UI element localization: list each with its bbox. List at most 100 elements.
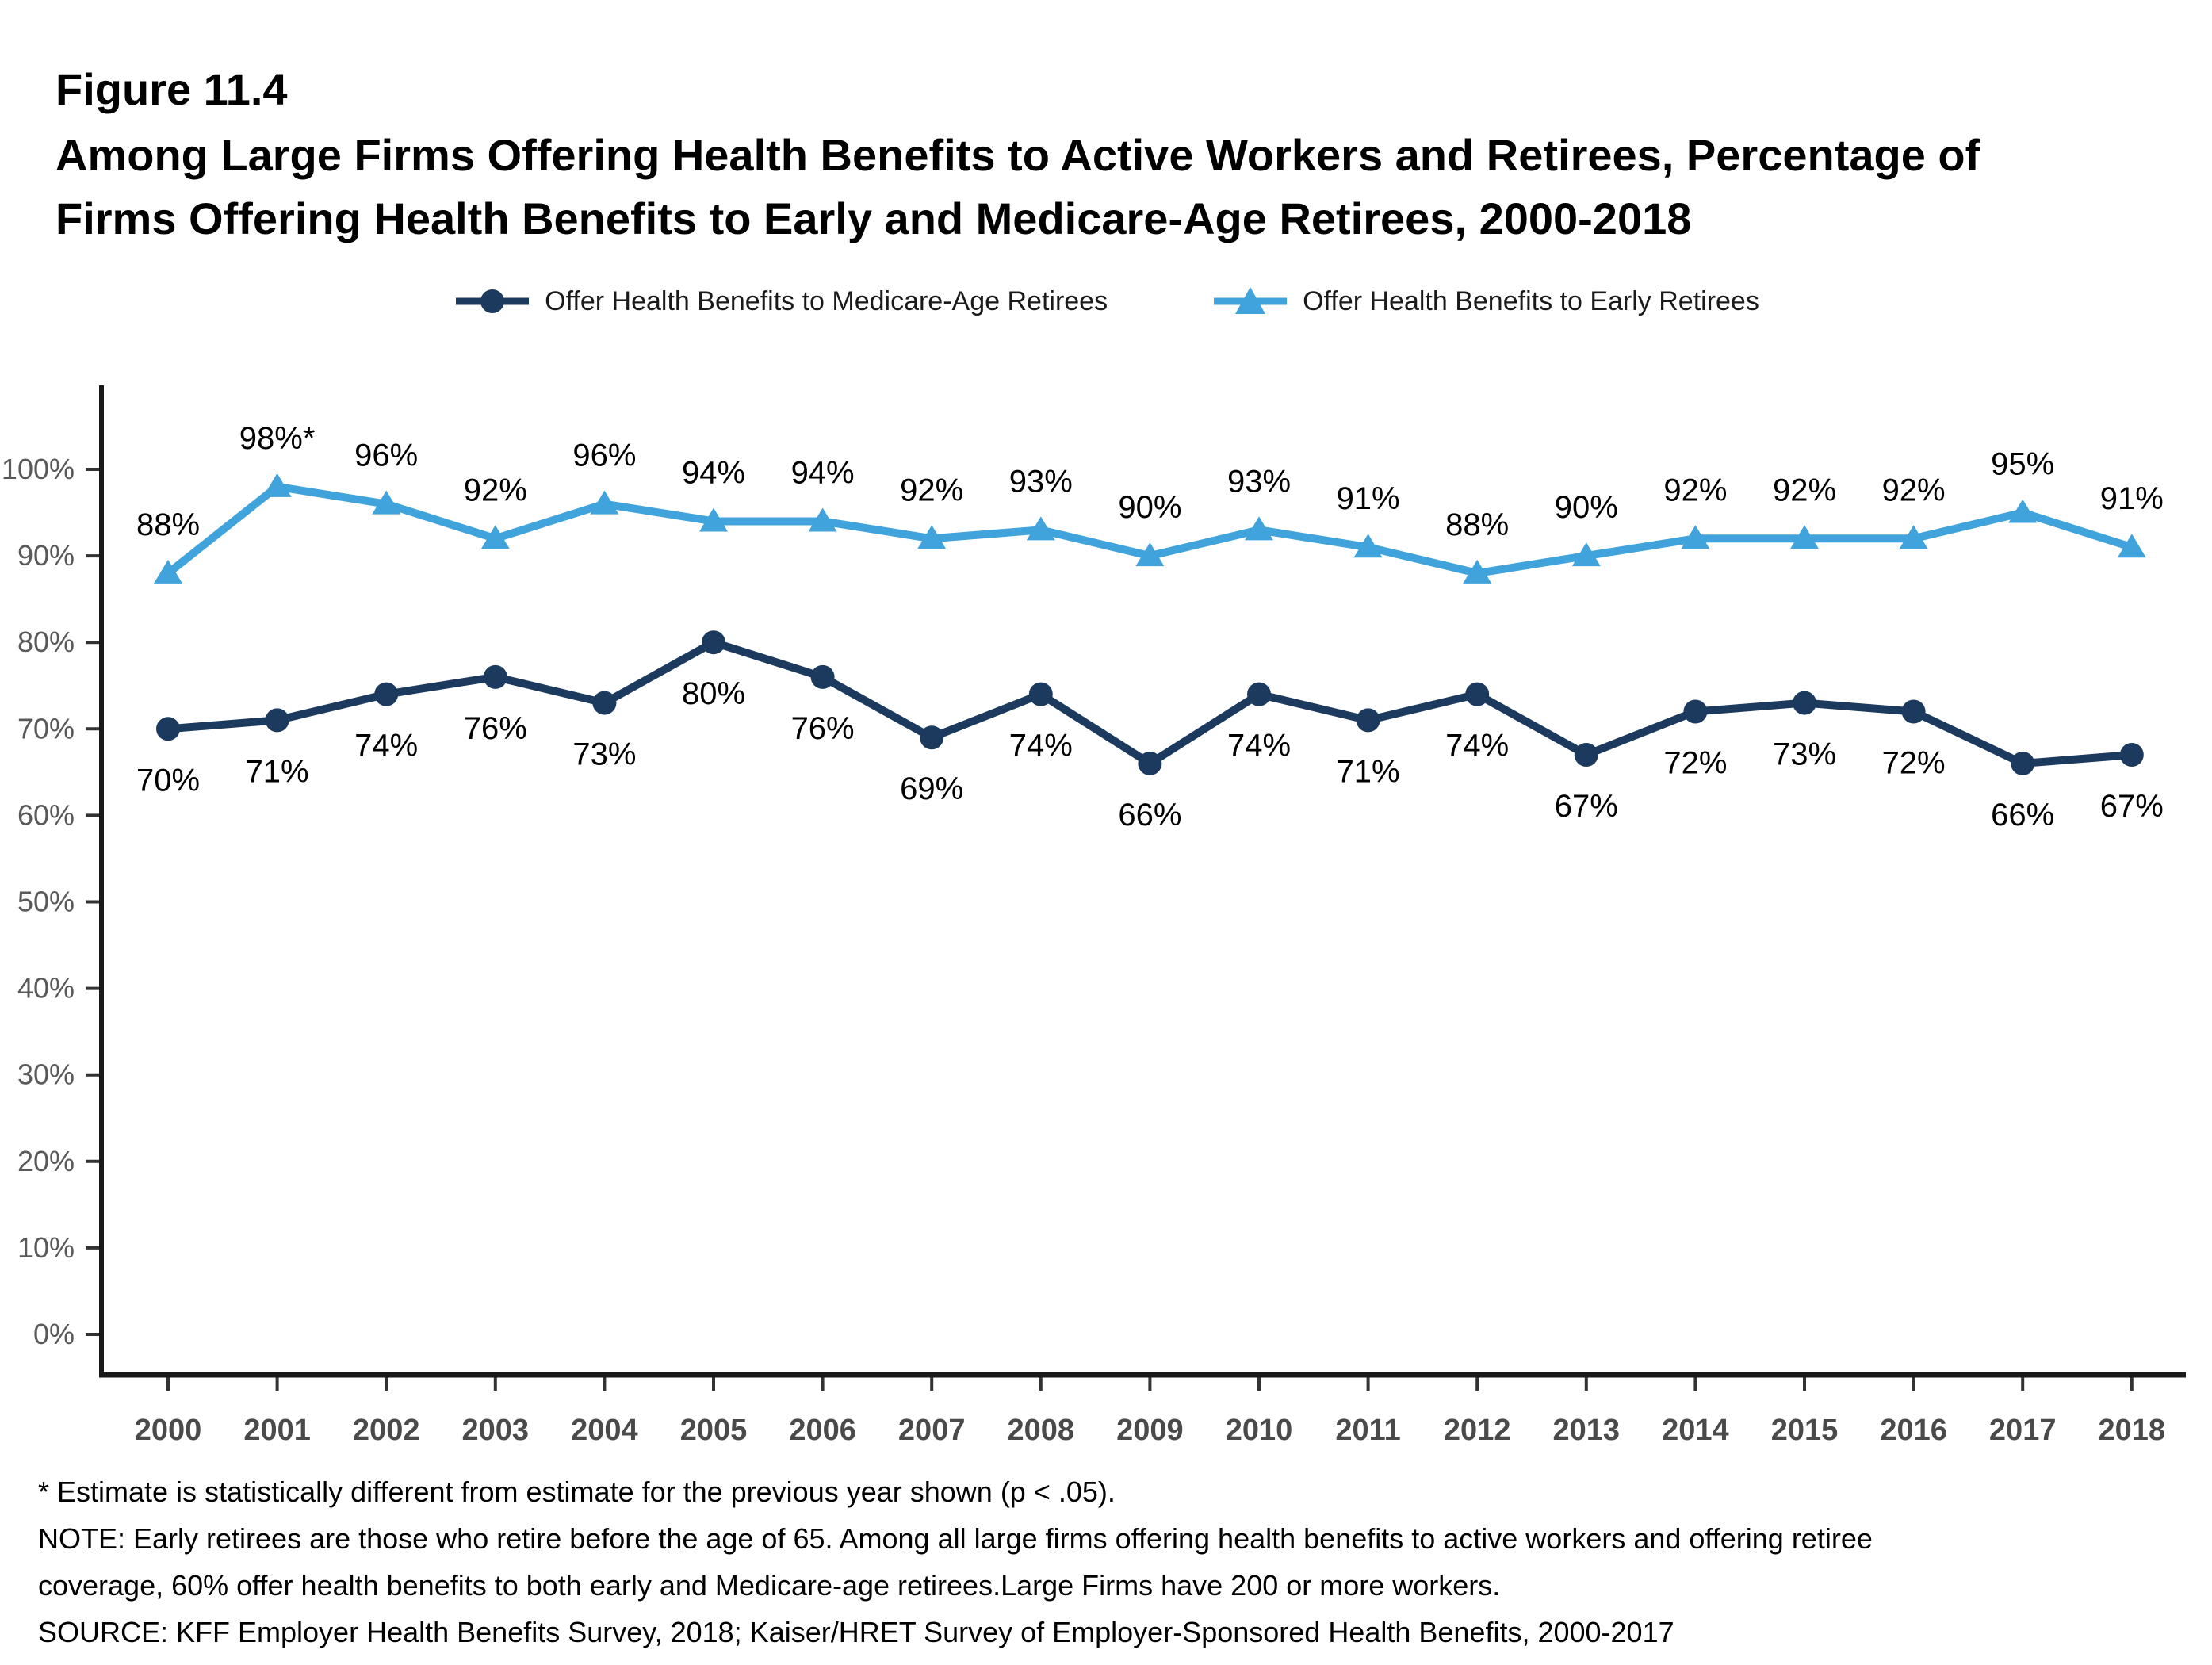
data-point-circle <box>702 630 725 655</box>
data-point-circle <box>592 691 617 715</box>
x-tick-label: 2013 <box>1553 1414 1621 1447</box>
data-point-label: 72% <box>1882 745 1946 780</box>
data-point-triangle <box>154 559 182 584</box>
x-tick-label: 2003 <box>462 1414 530 1447</box>
series-triangle: 88% 98%* 96% 92% 96% 94% 94% 92% 93% 90% 93% 91% 88%… <box>136 421 2164 584</box>
data-point-label: 74% <box>1227 729 1291 764</box>
x-tick-label: 2000 <box>135 1414 202 1447</box>
data-point-label: 90% <box>1555 490 1618 525</box>
x-tick-label: 2014 <box>1662 1414 1729 1447</box>
data-point-label: 67% <box>2100 789 2164 824</box>
data-point-label: 69% <box>900 771 963 806</box>
y-tick-label: 30% <box>17 1058 75 1091</box>
data-point-circle <box>1028 682 1053 706</box>
x-tick-label: 2008 <box>1008 1414 1075 1447</box>
x-tick-label: 2016 <box>1880 1414 1947 1447</box>
data-point-circle <box>2119 743 2144 767</box>
data-point-triangle <box>808 507 837 532</box>
data-point-circle <box>810 664 835 689</box>
data-point-triangle <box>1790 525 1819 549</box>
legend-label-early-retirees: Offer Health Benefits to Early Retirees <box>1303 285 1759 316</box>
x-tick-label: 2015 <box>1771 1414 1839 1447</box>
y-tick-label: 0% <box>33 1318 75 1350</box>
data-point-circle <box>1465 682 1490 706</box>
data-point-circle <box>2011 751 2035 775</box>
data-point-label: 71% <box>246 754 309 789</box>
data-point-triangle <box>590 490 619 515</box>
data-point-label: 96% <box>354 438 418 473</box>
data-point-label: 66% <box>1118 798 1181 832</box>
data-point-circle <box>1356 708 1380 733</box>
data-point-label: 93% <box>1009 464 1073 499</box>
x-tick-label: 2017 <box>1989 1414 2057 1447</box>
y-tick-label: 20% <box>17 1145 75 1177</box>
footnote-note-line-1: NOTE: Early retirees are those who retir… <box>38 1522 1873 1555</box>
data-point-circle <box>156 717 180 741</box>
x-tick-label: 2010 <box>1226 1414 1293 1447</box>
data-point-circle <box>1574 743 1598 767</box>
data-point-label: 96% <box>572 438 636 473</box>
figure-title-line-2: Firms Offering Health Benefits to Early … <box>55 193 1692 243</box>
data-point-label: 94% <box>682 455 745 490</box>
data-point-label: 91% <box>2100 481 2164 516</box>
legend-item-early-retirees: Offer Health Benefits to Early Retirees <box>1211 284 1759 319</box>
data-point-label: 92% <box>1773 473 1836 507</box>
data-point-label: 72% <box>1663 745 1727 780</box>
data-point-circle <box>1793 691 1816 715</box>
chart-legend: Offer Health Benefits to Medicare-Age Re… <box>0 284 2212 319</box>
x-tick-label: 2001 <box>243 1414 311 1447</box>
data-point-triangle <box>372 490 401 515</box>
data-point-label: 94% <box>791 455 855 490</box>
data-point-label: 92% <box>1663 473 1727 507</box>
data-point-circle <box>1901 699 1926 724</box>
data-point-triangle <box>1353 534 1383 558</box>
data-point-circle <box>920 725 944 750</box>
data-point-triangle <box>1135 542 1165 567</box>
x-tick-label: 2006 <box>789 1414 856 1447</box>
data-point-circle <box>1138 751 1162 775</box>
x-tick-label: 2004 <box>571 1414 638 1447</box>
footnotes: * Estimate is statistically different fr… <box>38 1468 1873 1655</box>
data-point-triangle <box>1463 559 1492 584</box>
data-point-label: 76% <box>791 711 855 746</box>
legend-circle-marker-icon <box>456 289 530 313</box>
data-point-circle <box>1247 682 1271 706</box>
data-point-label: 66% <box>1991 798 2054 832</box>
data-point-label: 74% <box>1009 729 1073 764</box>
data-point-triangle <box>699 507 728 532</box>
data-point-label: 74% <box>354 729 418 764</box>
data-point-label: 88% <box>1445 507 1509 542</box>
data-point-label: 74% <box>1445 729 1509 764</box>
footnote-note-line-2: coverage, 60% offer health benefits to b… <box>38 1569 1501 1602</box>
data-point-triangle <box>2008 499 2038 523</box>
data-point-triangle <box>917 525 947 549</box>
y-tick-label: 60% <box>17 798 75 831</box>
data-point-label: 73% <box>1773 737 1836 772</box>
data-point-label: 98%* <box>239 421 316 456</box>
y-tick-label: 40% <box>17 972 75 1005</box>
x-tick-label: 2007 <box>898 1414 966 1447</box>
series-line <box>164 638 2136 767</box>
x-tick-label: 2012 <box>1444 1414 1511 1447</box>
data-point-label: 70% <box>136 763 200 798</box>
legend-item-medicare-age-retirees: Offer Health Benefits to Medicare-Age Re… <box>453 284 1108 319</box>
axes: 0% 10% 20% 30% 40% 50% 60% 70% 80% 90% 100% 2000 200… <box>2 385 2186 1447</box>
series-circle: 70% 71% 74% 76% 73% 80% 76% 69% 74% 66% 74% 71% 74% 6… <box>136 630 2164 832</box>
data-point-triangle <box>480 525 510 549</box>
legend-label-medicare-age: Offer Health Benefits to Medicare-Age Re… <box>545 285 1108 316</box>
data-point-label: 76% <box>464 711 527 746</box>
data-point-label: 90% <box>1118 490 1181 525</box>
data-point-label: 93% <box>1227 464 1291 499</box>
x-tick-label: 2005 <box>680 1414 748 1447</box>
y-tick-label: 100% <box>2 453 75 485</box>
footnote-source: SOURCE: KFF Employer Health Benefits Sur… <box>38 1616 1674 1648</box>
data-point-triangle <box>262 473 292 497</box>
data-point-label: 71% <box>1337 754 1400 789</box>
y-tick-label: 50% <box>17 886 75 918</box>
y-tick-label: 70% <box>17 712 75 744</box>
data-point-label: 73% <box>572 737 636 772</box>
data-point-label: 92% <box>464 473 527 507</box>
data-point-circle <box>1683 699 1708 724</box>
x-tick-label: 2002 <box>353 1414 420 1447</box>
